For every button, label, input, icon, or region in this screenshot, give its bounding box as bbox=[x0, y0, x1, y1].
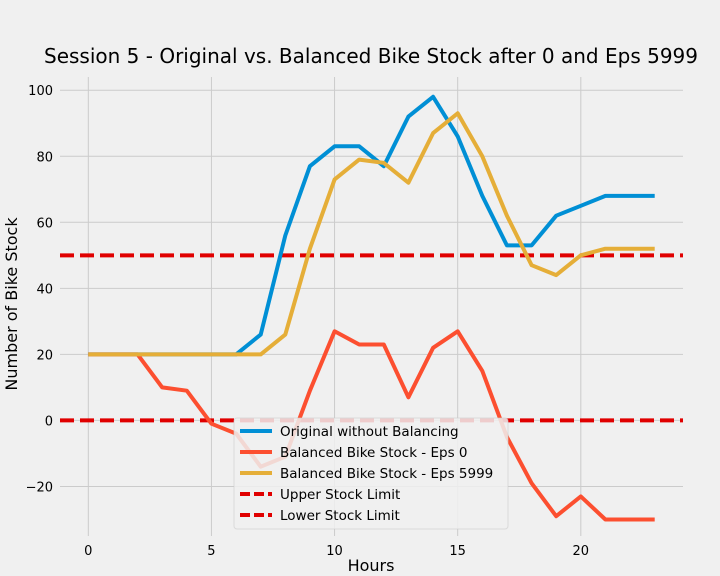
y-axis-label: Number of Bike Stock bbox=[2, 217, 21, 391]
x-axis-label: Hours bbox=[348, 556, 395, 575]
y-tick-label: 80 bbox=[36, 150, 53, 165]
y-tick-label: 100 bbox=[28, 84, 53, 99]
legend-label: Lower Stock Limit bbox=[280, 508, 400, 524]
x-tick-label: 15 bbox=[449, 544, 466, 559]
y-tick-label: 40 bbox=[36, 282, 53, 297]
x-tick-label: 20 bbox=[573, 544, 590, 559]
x-tick-label: 10 bbox=[326, 544, 343, 559]
series-line-3 bbox=[88, 111, 655, 357]
legend-label: Upper Stock Limit bbox=[280, 487, 400, 503]
y-tick-label: 0 bbox=[45, 414, 53, 429]
legend-label: Balanced Bike Stock - Eps 0 bbox=[280, 445, 467, 461]
legend-box bbox=[233, 417, 509, 530]
legend: Original without Balancing Balanced Bike … bbox=[233, 417, 509, 530]
y-tick-label: −20 bbox=[26, 480, 53, 495]
y-tick-labels: −20 0 20 40 60 80 100 bbox=[26, 84, 53, 495]
x-tick-label: 5 bbox=[207, 544, 215, 559]
x-tick-label: 0 bbox=[84, 544, 92, 559]
legend-label: Original without Balancing bbox=[280, 424, 459, 440]
series-line-2 bbox=[88, 329, 655, 522]
x-tick-labels: 0 5 10 15 20 bbox=[84, 544, 589, 559]
y-tick-label: 20 bbox=[36, 348, 53, 363]
legend-label: Balanced Bike Stock - Eps 5999 bbox=[280, 466, 493, 482]
series-lines bbox=[88, 94, 655, 522]
y-tick-label: 60 bbox=[36, 216, 53, 231]
chart-title: Session 5 - Original vs. Balanced Bike S… bbox=[44, 44, 698, 68]
